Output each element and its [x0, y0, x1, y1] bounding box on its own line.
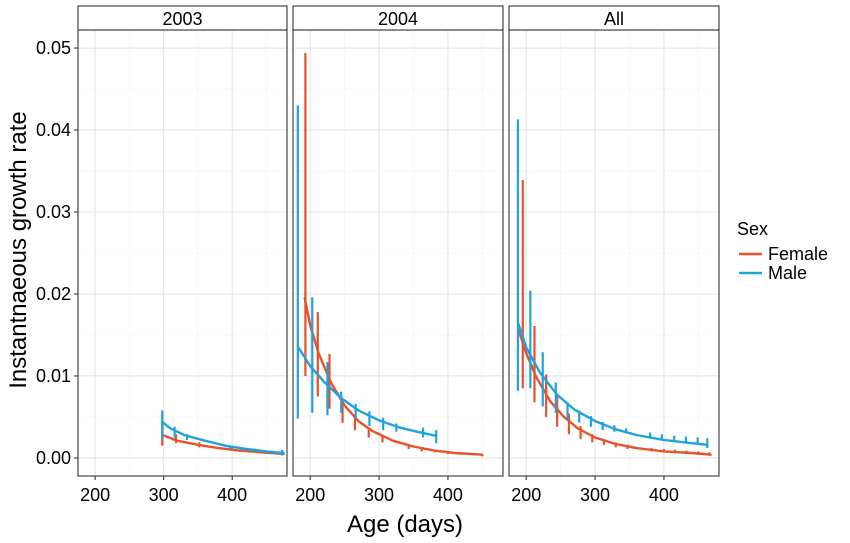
x-tick-label: 300 — [149, 485, 179, 505]
facet-label: All — [604, 9, 624, 29]
facet-label: 2003 — [162, 9, 202, 29]
curve-female — [303, 296, 484, 456]
x-axis-title: Age (days) — [347, 511, 463, 538]
panel-2003: 2003 — [77, 5, 288, 477]
curve-male — [161, 420, 285, 455]
legend-label-male: Male — [768, 263, 807, 283]
x-tick-label: 400 — [433, 485, 463, 505]
x-tick-label: 400 — [217, 485, 247, 505]
panel-2004: 2004 — [292, 5, 504, 477]
series-male-2003 — [161, 410, 285, 456]
y-tick-label: 0.01 — [36, 366, 71, 386]
x-axis: 200 300 400 200 300 400 200 300 400 — [80, 476, 679, 505]
y-axis: 0.00 0.01 0.02 0.03 0.04 0.05 — [36, 38, 78, 468]
x-tick-label: 300 — [580, 485, 610, 505]
panel-All: All — [508, 5, 720, 477]
legend: Sex Female Male — [737, 219, 828, 283]
x-tick-label: 300 — [364, 485, 394, 505]
curve-male — [296, 345, 438, 437]
curve-female — [161, 433, 285, 456]
facet-strip — [292, 5, 504, 31]
x-tick-label: 200 — [295, 485, 325, 505]
y-axis-title: Instantnaeous growth rate — [5, 111, 32, 389]
y-tick-label: 0.04 — [36, 120, 71, 140]
series-male-2004 — [296, 105, 438, 444]
curve-male — [516, 321, 709, 446]
x-tick-label: 200 — [511, 485, 541, 505]
series-male-All — [516, 119, 709, 449]
panels-layer: 2003 2004 All — [77, 5, 720, 477]
facet-strip — [508, 5, 720, 31]
curve-female — [516, 327, 712, 456]
series-female-2004 — [303, 52, 484, 457]
y-tick-label: 0.03 — [36, 202, 71, 222]
x-tick-label: 200 — [80, 485, 110, 505]
facet-strip — [77, 5, 288, 31]
y-tick-label: 0.02 — [36, 284, 71, 304]
y-tick-label: 0.00 — [36, 448, 71, 468]
y-tick-label: 0.05 — [36, 38, 71, 58]
facet-label: 2004 — [378, 9, 418, 29]
x-tick-label: 400 — [649, 485, 679, 505]
legend-title: Sex — [737, 219, 768, 239]
legend-label-female: Female — [768, 244, 828, 264]
